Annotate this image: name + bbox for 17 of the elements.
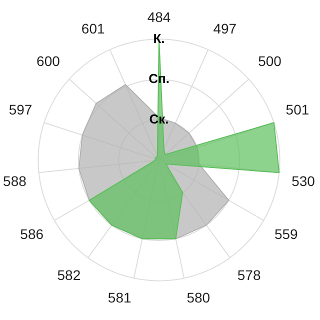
spoke-label: 581 <box>108 290 132 306</box>
spoke-label: 597 <box>8 101 32 118</box>
spoke-label: 586 <box>20 226 44 242</box>
spoke-label: 559 <box>274 226 298 242</box>
spoke-label: 497 <box>213 20 237 37</box>
spoke-label: 530 <box>292 173 316 190</box>
spoke-label: 484 <box>147 9 171 26</box>
spoke-label: 578 <box>237 267 261 284</box>
spoke-label: 588 <box>3 173 27 190</box>
y-tick-label: К. <box>153 30 165 46</box>
spoke-label: 580 <box>186 290 210 306</box>
spoke-label: 600 <box>36 53 60 70</box>
spoke-label: 500 <box>258 53 282 70</box>
spoke-label: 601 <box>81 20 105 37</box>
y-tick-label: Ск. <box>149 111 169 126</box>
spoke-label: 501 <box>286 101 310 118</box>
spoke-label: 582 <box>57 267 81 284</box>
